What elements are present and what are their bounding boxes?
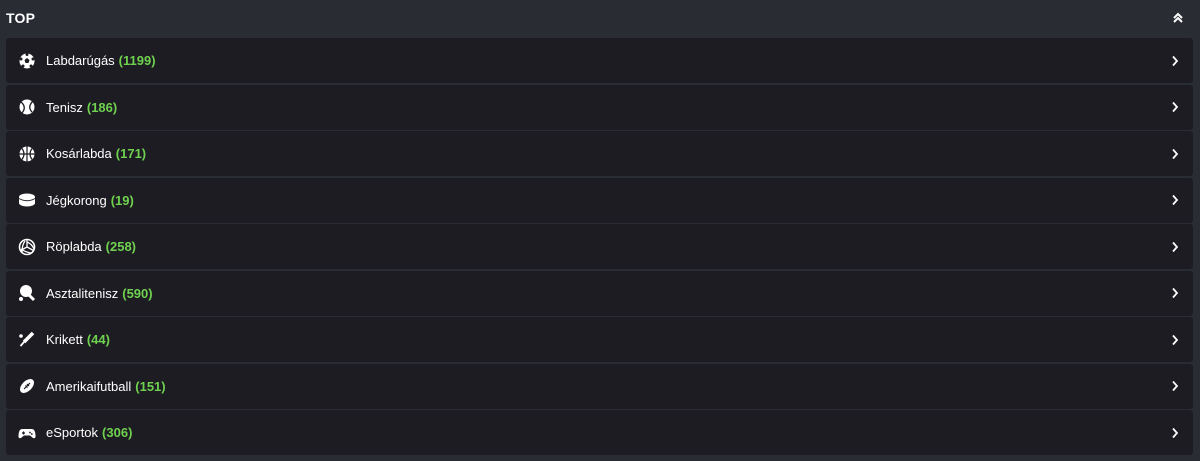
basketball-icon [18,145,36,163]
sports-list: Labdarúgás (1199) Tenisz (186) Kosárlabd… [6,38,1193,457]
sport-label: Kosárlabda [46,146,112,161]
cricket-bat-icon [18,331,36,349]
sport-label: Jégkorong [46,192,107,208]
chevron-right-icon[interactable] [1169,55,1181,67]
sport-label: Amerikaifutball [46,378,132,394]
sport-row-3[interactable]: Jégkorong (19) [6,177,1193,223]
sport-row-7[interactable]: Amerikaifutball (151) [6,363,1193,409]
sport-row-1[interactable]: Tenisz (186) [6,84,1193,130]
gamepad-icon [18,424,36,442]
sport-row-4[interactable]: Röplabda (258) [6,224,1193,269]
event-count: (171) [115,146,147,161]
sport-label: Asztalitenisz [46,285,119,301]
chevron-right-icon[interactable] [1169,380,1181,392]
sport-row-2[interactable]: Kosárlabda (171) [6,131,1193,176]
american-football-icon [18,377,36,395]
tennis-ball-icon [18,98,36,116]
chevron-right-icon[interactable] [1169,148,1181,160]
event-count: (258) [105,239,137,254]
chevron-right-icon[interactable] [1169,334,1181,346]
event-count: (306) [102,425,133,440]
event-count: (1199) [118,53,156,68]
chevron-right-icon[interactable] [1169,287,1181,299]
chevron-right-icon[interactable] [1169,101,1181,113]
event-count: (19) [110,192,134,208]
chevron-right-icon[interactable] [1169,241,1181,253]
sport-label: Krikett [46,332,83,347]
event-count: (590) [122,285,153,301]
sport-row-5[interactable]: Asztalitenisz (590) [6,270,1193,316]
chevron-right-icon[interactable] [1169,194,1181,206]
section-header: TOP [0,0,1200,36]
hockey-puck-icon [18,191,36,209]
section-title: TOP [6,10,36,26]
table-tennis-icon [18,284,36,302]
event-count: (151) [135,378,166,394]
sport-label: Tenisz [46,99,83,115]
sport-label: Labdarúgás [46,53,115,68]
sport-row-0[interactable]: Labdarúgás (1199) [6,38,1193,83]
double-chevron-up-icon[interactable] [1170,10,1186,26]
sport-label: eSportok [46,425,99,440]
sport-label: Röplabda [46,239,102,254]
chevron-right-icon[interactable] [1169,427,1181,439]
soccer-ball-icon [18,52,36,70]
event-count: (44) [86,332,110,347]
sport-row-8[interactable]: eSportok (306) [6,410,1193,455]
volleyball-icon [18,238,36,256]
sport-row-6[interactable]: Krikett (44) [6,317,1193,362]
event-count: (186) [86,99,118,115]
